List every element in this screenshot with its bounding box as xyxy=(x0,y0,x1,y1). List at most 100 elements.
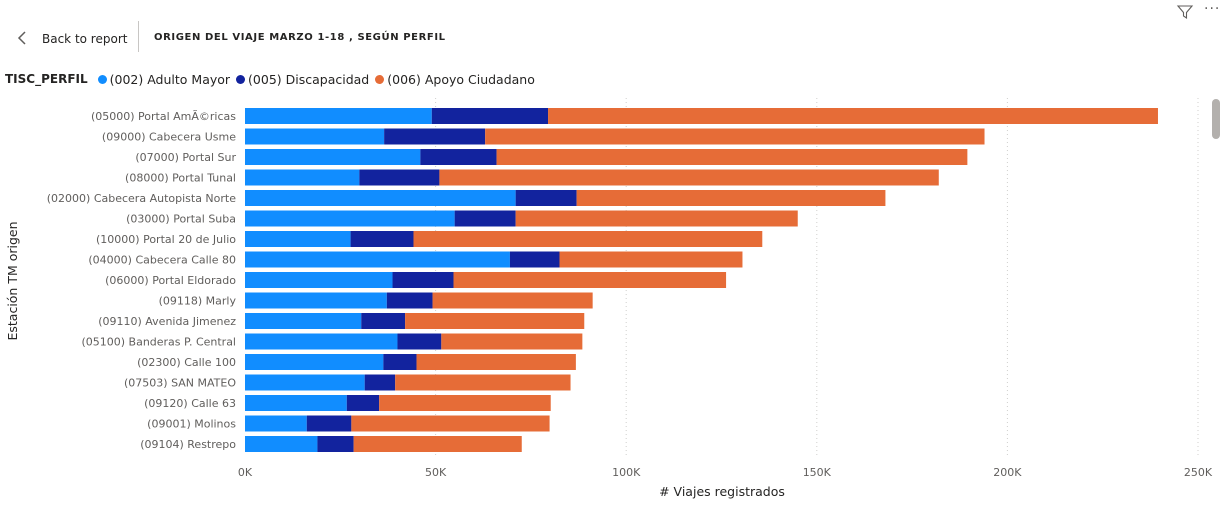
category-label: (07503) SAN MATEO xyxy=(124,377,236,390)
legend-swatch xyxy=(97,74,107,84)
x-tick-label: 150K xyxy=(803,466,832,479)
legend-label: (002) Adulto Mayor xyxy=(109,71,231,87)
bar-segment-3[interactable] xyxy=(413,231,763,247)
x-axis-title: # Viajes registrados xyxy=(659,484,785,499)
category-label: (09110) Avenida Jimenez xyxy=(98,315,236,328)
bar-segment-2[interactable] xyxy=(420,149,497,165)
scrollbar-track[interactable] xyxy=(1211,98,1221,460)
category-label: (09118) Marly xyxy=(159,295,237,308)
category-label: (08000) Portal Tunal xyxy=(125,172,236,185)
bar-segment-2[interactable] xyxy=(383,354,417,370)
chart-legend: TISC_PERFIL (002) Adulto Mayor (005) Dis… xyxy=(5,70,541,88)
bar-segment-1[interactable] xyxy=(245,251,510,268)
bar-segment-2[interactable] xyxy=(346,395,380,411)
bar-segment-3[interactable] xyxy=(485,128,985,145)
bar-segment-1[interactable] xyxy=(245,415,307,432)
category-label: (02000) Cabecera Autopista Norte xyxy=(47,192,236,205)
bar-segment-2[interactable] xyxy=(317,436,354,452)
bar-segment-3[interactable] xyxy=(441,333,583,350)
category-label: (09120) Calle 63 xyxy=(144,397,236,410)
back-to-report-button[interactable]: Back to report xyxy=(42,32,128,46)
bar-segment-3[interactable] xyxy=(576,190,886,206)
bar-segment-2[interactable] xyxy=(397,333,442,350)
bar-segment-1[interactable] xyxy=(245,395,347,411)
bar-segment-3[interactable] xyxy=(395,374,571,391)
bar-segment-1[interactable] xyxy=(245,190,516,206)
bars xyxy=(245,108,1158,452)
header-divider xyxy=(138,21,139,52)
bar-segment-2[interactable] xyxy=(384,128,486,145)
bar-segment-3[interactable] xyxy=(379,395,551,411)
x-tick-label: 100K xyxy=(612,466,641,479)
legend-label: (005) Discapacidad xyxy=(248,71,370,87)
bar-segment-2[interactable] xyxy=(359,169,440,186)
legend-item-apoyo-ciudadano[interactable]: (006) Apoyo Ciudadano xyxy=(375,72,535,87)
category-label: (05100) Banderas P. Central xyxy=(81,336,236,349)
bar-segment-1[interactable] xyxy=(245,292,387,309)
legend-swatch xyxy=(375,74,385,84)
legend-label: (006) Apoyo Ciudadano xyxy=(387,71,535,87)
bar-segment-3[interactable] xyxy=(405,313,585,329)
bar-segment-1[interactable] xyxy=(245,436,318,452)
bar-segment-3[interactable] xyxy=(351,415,550,432)
category-label: (09000) Cabecera Usme xyxy=(102,131,236,144)
bar-segment-2[interactable] xyxy=(386,292,433,309)
scrollbar-thumb[interactable] xyxy=(1212,99,1220,139)
category-label: (05000) Portal AmÃ©ricas xyxy=(91,110,236,123)
x-tick-label: 250K xyxy=(1184,466,1213,479)
bar-segment-2[interactable] xyxy=(431,108,549,124)
bar-segment-3[interactable] xyxy=(353,436,522,452)
category-label: (06000) Portal Eldorado xyxy=(105,274,236,287)
bar-segment-3[interactable] xyxy=(548,108,1158,124)
bar-segment-1[interactable] xyxy=(245,354,384,370)
bar-segment-1[interactable] xyxy=(245,169,360,186)
x-tick-label: 0K xyxy=(238,466,253,479)
legend-item-adulto-mayor[interactable]: (002) Adulto Mayor xyxy=(97,71,231,87)
bar-segment-1[interactable] xyxy=(245,149,421,165)
bar-segment-2[interactable] xyxy=(350,231,414,247)
bar-segment-1[interactable] xyxy=(245,108,432,124)
legend-swatch xyxy=(236,74,246,84)
bar-segment-1[interactable] xyxy=(245,333,398,350)
category-label: (09001) Molinos xyxy=(147,418,236,431)
visual-header: Back to report ORIGEN DEL VIAJE MARZO 1-… xyxy=(0,0,1232,60)
page-title: ORIGEN DEL VIAJE MARZO 1-18 , SEGÚN PERF… xyxy=(154,32,446,43)
legend-title: TISC_PERFIL xyxy=(5,72,88,86)
x-tick-label: 50K xyxy=(425,466,447,479)
bar-segment-1[interactable] xyxy=(245,231,351,247)
bar-segment-2[interactable] xyxy=(515,190,577,206)
bar-segment-1[interactable] xyxy=(245,210,455,227)
x-tick-label: 200K xyxy=(993,466,1022,479)
bar-segment-3[interactable] xyxy=(439,169,939,186)
bar-segment-1[interactable] xyxy=(245,128,385,145)
bar-segment-3[interactable] xyxy=(432,292,593,309)
x-tick-labels: 0K 50K 100K 150K 200K 250K xyxy=(238,466,1213,479)
bar-segment-2[interactable] xyxy=(364,374,396,391)
bar-segment-3[interactable] xyxy=(453,272,727,288)
bar-segment-1[interactable] xyxy=(245,374,365,391)
bar-segment-2[interactable] xyxy=(306,415,352,432)
bar-segment-2[interactable] xyxy=(509,251,560,268)
category-label: (10000) Portal 20 de Julio xyxy=(96,233,236,246)
category-label: (03000) Portal Suba xyxy=(126,213,236,226)
category-labels: (05000) Portal AmÃ©ricas (09000) Cabecera… xyxy=(47,110,237,451)
category-label: (09104) Restrepo xyxy=(140,438,236,451)
bar-segment-1[interactable] xyxy=(245,272,393,288)
bar-segment-2[interactable] xyxy=(392,272,454,288)
category-label: (07000) Portal Sur xyxy=(135,151,236,164)
bar-segment-3[interactable] xyxy=(515,210,798,227)
legend-item-discapacidad[interactable]: (005) Discapacidad xyxy=(236,72,369,87)
chevron-left-icon[interactable] xyxy=(14,29,32,47)
bar-segment-3[interactable] xyxy=(416,354,576,370)
bar-segment-1[interactable] xyxy=(245,313,362,329)
y-axis-title: Estación TM origen xyxy=(5,221,20,340)
filter-icon[interactable] xyxy=(1176,3,1194,21)
more-options-icon[interactable]: ··· xyxy=(1204,1,1221,17)
category-label: (02300) Calle 100 xyxy=(137,356,236,369)
category-label: (04000) Cabecera Calle 80 xyxy=(88,254,236,267)
bar-segment-2[interactable] xyxy=(361,313,406,329)
bar-segment-2[interactable] xyxy=(454,210,516,227)
bar-segment-3[interactable] xyxy=(496,149,968,165)
bar-segment-3[interactable] xyxy=(559,251,743,268)
